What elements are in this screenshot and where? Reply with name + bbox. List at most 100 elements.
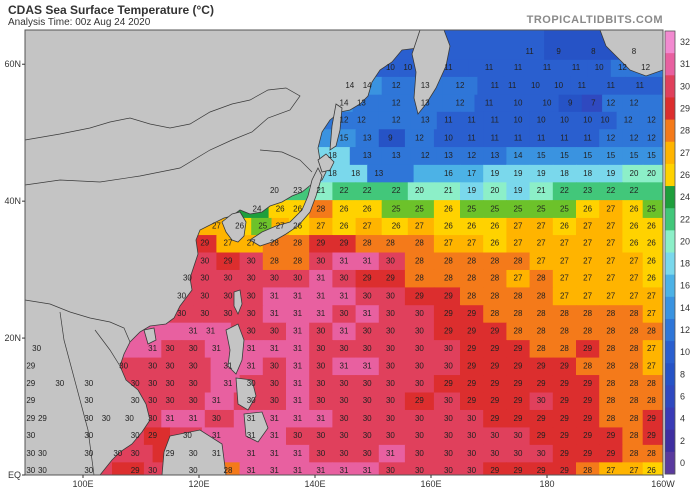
sst-value-label: 30 bbox=[316, 431, 325, 440]
sst-tile bbox=[378, 305, 406, 324]
sst-tile bbox=[622, 322, 644, 341]
sst-value-label: 13 bbox=[357, 98, 366, 107]
sst-value-label: 25 bbox=[258, 222, 267, 231]
sst-value-label: 29 bbox=[26, 396, 35, 405]
land-borneo bbox=[161, 429, 227, 475]
sst-tile bbox=[529, 111, 554, 130]
sst-value-label: 25 bbox=[537, 204, 546, 213]
sst-tile bbox=[262, 375, 287, 394]
sst-tile bbox=[483, 427, 507, 446]
sst-value-label: 28 bbox=[630, 344, 639, 353]
sst-value-label: 31 bbox=[316, 274, 325, 283]
sst-tile bbox=[529, 269, 554, 289]
sst-value-label: 10 bbox=[537, 115, 546, 124]
colorbar-frame bbox=[664, 30, 676, 475]
sst-tile bbox=[355, 409, 380, 429]
sst-tile bbox=[286, 305, 310, 324]
sst-value-label: 29 bbox=[444, 379, 453, 388]
sst-tile bbox=[332, 409, 357, 429]
sst-value-label: 11 bbox=[572, 63, 581, 72]
sst-value-label: 28 bbox=[415, 274, 424, 283]
sst-tile bbox=[506, 129, 531, 148]
sst-value-label: 26 bbox=[340, 222, 349, 231]
sst-value-label: 28 bbox=[444, 274, 453, 283]
sst-tile bbox=[355, 444, 380, 463]
sst-tile bbox=[378, 111, 412, 130]
sst-tile bbox=[460, 164, 484, 183]
sst-tile bbox=[332, 322, 357, 341]
sst-value-label: 10 bbox=[560, 115, 569, 124]
sst-tile bbox=[381, 147, 412, 166]
sst-tile bbox=[262, 322, 287, 341]
sst-tile bbox=[344, 164, 368, 183]
sst-value-label: 28 bbox=[537, 326, 546, 335]
sst-tile bbox=[309, 462, 333, 475]
analysis-time: Analysis Time: 00z Aug 24 2020 bbox=[8, 17, 151, 28]
sst-tile bbox=[529, 305, 554, 324]
colorbar-swatch bbox=[665, 363, 675, 386]
sst-value-label: 28 bbox=[514, 257, 523, 266]
sst-value-label: 30 bbox=[316, 326, 325, 335]
sst-value-label: 30 bbox=[166, 361, 175, 370]
sst-value-label: 31 bbox=[270, 309, 279, 318]
sst-tile bbox=[161, 340, 183, 359]
sst-value-label: 31 bbox=[363, 257, 372, 266]
colorbar-swatch bbox=[665, 451, 675, 475]
sst-tile bbox=[506, 111, 531, 130]
sst-tile bbox=[596, 76, 626, 96]
sst-value-label: 29 bbox=[560, 466, 569, 475]
sst-value-label: 30 bbox=[183, 274, 192, 283]
sst-value-label: 26 bbox=[647, 239, 656, 248]
sst-tile bbox=[622, 357, 644, 376]
sst-value-label: 28 bbox=[444, 257, 453, 266]
sst-value-label: 28 bbox=[270, 257, 279, 266]
sst-value-label: 30 bbox=[363, 344, 372, 353]
sst-value-label: 27 bbox=[630, 274, 639, 283]
sst-value-label: 31 bbox=[270, 466, 279, 475]
sst-tile bbox=[599, 217, 623, 236]
sst-tile bbox=[622, 217, 644, 236]
sst-value-label: 28 bbox=[647, 326, 656, 335]
sst-value-label: 30 bbox=[490, 449, 499, 458]
colorbar-tick-label: 0 bbox=[680, 458, 685, 468]
sst-tile bbox=[576, 287, 600, 306]
sst-value-label: 11 bbox=[491, 81, 500, 90]
sst-value-label: 31 bbox=[189, 326, 198, 335]
sst-value-label: 31 bbox=[270, 431, 279, 440]
sst-tile bbox=[309, 200, 333, 219]
sst-value-label: 31 bbox=[293, 414, 302, 423]
sst-value-label: 30 bbox=[467, 414, 476, 423]
sst-tile bbox=[529, 129, 554, 148]
sst-tile bbox=[404, 252, 435, 271]
sst-tile bbox=[433, 235, 461, 254]
sst-value-label: 31 bbox=[293, 344, 302, 353]
sst-value-label: 31 bbox=[212, 431, 221, 440]
sst-tile bbox=[460, 287, 484, 306]
sst-value-label: 13 bbox=[363, 133, 372, 142]
sst-value-label: 30 bbox=[166, 396, 175, 405]
sst-value-label: 28 bbox=[386, 239, 395, 248]
sst-tile bbox=[576, 444, 600, 463]
lat-tick-label: 60N bbox=[4, 59, 21, 69]
sst-value-label: 13 bbox=[374, 169, 383, 178]
sst-tile bbox=[642, 409, 663, 429]
sst-value-label: 27 bbox=[224, 239, 233, 248]
sst-value-label: 27 bbox=[560, 274, 569, 283]
sst-tile bbox=[529, 147, 554, 166]
sst-tile bbox=[506, 235, 531, 254]
colorbar-swatch bbox=[665, 53, 675, 76]
sst-value-label: 11 bbox=[508, 81, 517, 90]
sst-value-label: 12 bbox=[630, 98, 639, 107]
sst-tile bbox=[460, 129, 484, 148]
sst-value-label: 30 bbox=[212, 414, 221, 423]
sst-tile bbox=[309, 217, 333, 236]
sst-value-label: 30 bbox=[340, 414, 349, 423]
sst-tile bbox=[262, 409, 287, 429]
sst-tile bbox=[622, 305, 644, 324]
sst-tile bbox=[622, 287, 644, 306]
sst-value-label: 29 bbox=[444, 291, 453, 300]
sst-value-label: 30 bbox=[84, 431, 93, 440]
sst-value-label: 26 bbox=[630, 222, 639, 231]
sst-tile bbox=[581, 94, 603, 113]
sst-value-label: 30 bbox=[131, 449, 140, 458]
